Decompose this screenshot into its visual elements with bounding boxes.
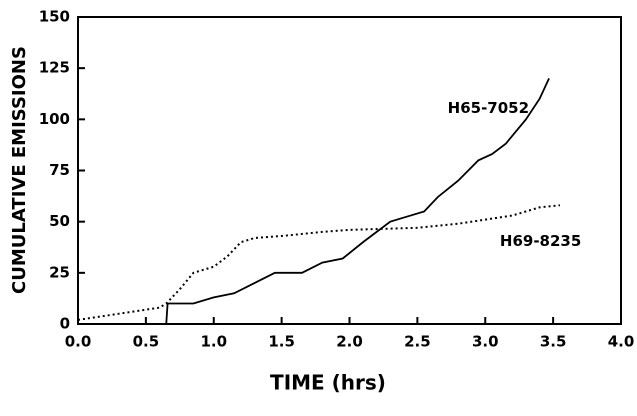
x-tick-label: 1.5 [268,333,295,351]
x-axis-label: TIME (hrs) [270,371,386,395]
x-tick-label: 2.5 [404,333,431,351]
series-label: H69-8235 [500,232,581,250]
x-tick-label: 4.0 [608,333,635,351]
y-tick-label: 125 [39,59,70,77]
y-tick-label: 75 [49,161,70,179]
series-line [165,78,550,325]
x-tick-label: 3.0 [472,333,499,351]
y-tick-label: 25 [49,263,70,281]
plot-frame [77,16,622,325]
y-tick-label: 100 [39,110,70,128]
y-tick-label: 150 [39,8,70,26]
x-tick-label: 3.5 [540,333,567,351]
x-tick-label: 0.5 [133,333,160,351]
x-tick-label: 2.0 [336,333,363,351]
series-line [77,204,561,321]
y-tick-label: 0 [60,315,70,333]
x-tick-label: 1.0 [200,333,227,351]
x-tick-label: 0.0 [65,333,92,351]
y-tick-label: 50 [49,212,70,230]
y-axis-label: CUMULATIVE EMISSIONS [9,46,30,294]
series-label: H65-7052 [448,99,529,117]
